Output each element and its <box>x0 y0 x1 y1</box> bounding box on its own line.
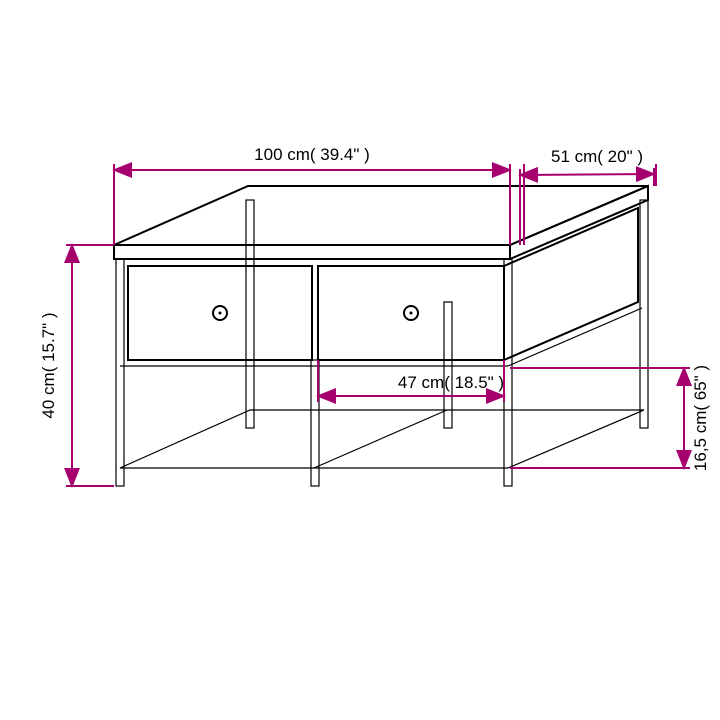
furniture-outline <box>114 186 648 486</box>
dimension-annotations: 100 cm( 39.4" ) 51 cm( 20" ) 40 cm( 15.7" … <box>39 145 710 486</box>
shelf-crossbar <box>314 410 447 468</box>
dim-width-label: 100 cm( 39.4" ) <box>254 145 370 164</box>
tabletop-side-edge <box>510 186 648 259</box>
leg-front-left <box>116 259 124 486</box>
dim-depth-label: 51 cm( 20" ) <box>551 147 643 166</box>
dim-height-label: 40 cm( 15.7" ) <box>39 312 58 418</box>
tabletop-face <box>114 186 648 245</box>
leg-back-right <box>640 200 648 428</box>
dim-shelf-height-label: 16,5 cm( 65" ) <box>691 365 710 471</box>
tabletop-front-edge <box>114 245 510 259</box>
leg-back-mid <box>444 302 452 428</box>
leg-back-left <box>246 200 254 428</box>
leg-front-right <box>504 259 512 486</box>
dim-drawer-width-label: 47 cm( 18.5" ) <box>398 373 504 392</box>
